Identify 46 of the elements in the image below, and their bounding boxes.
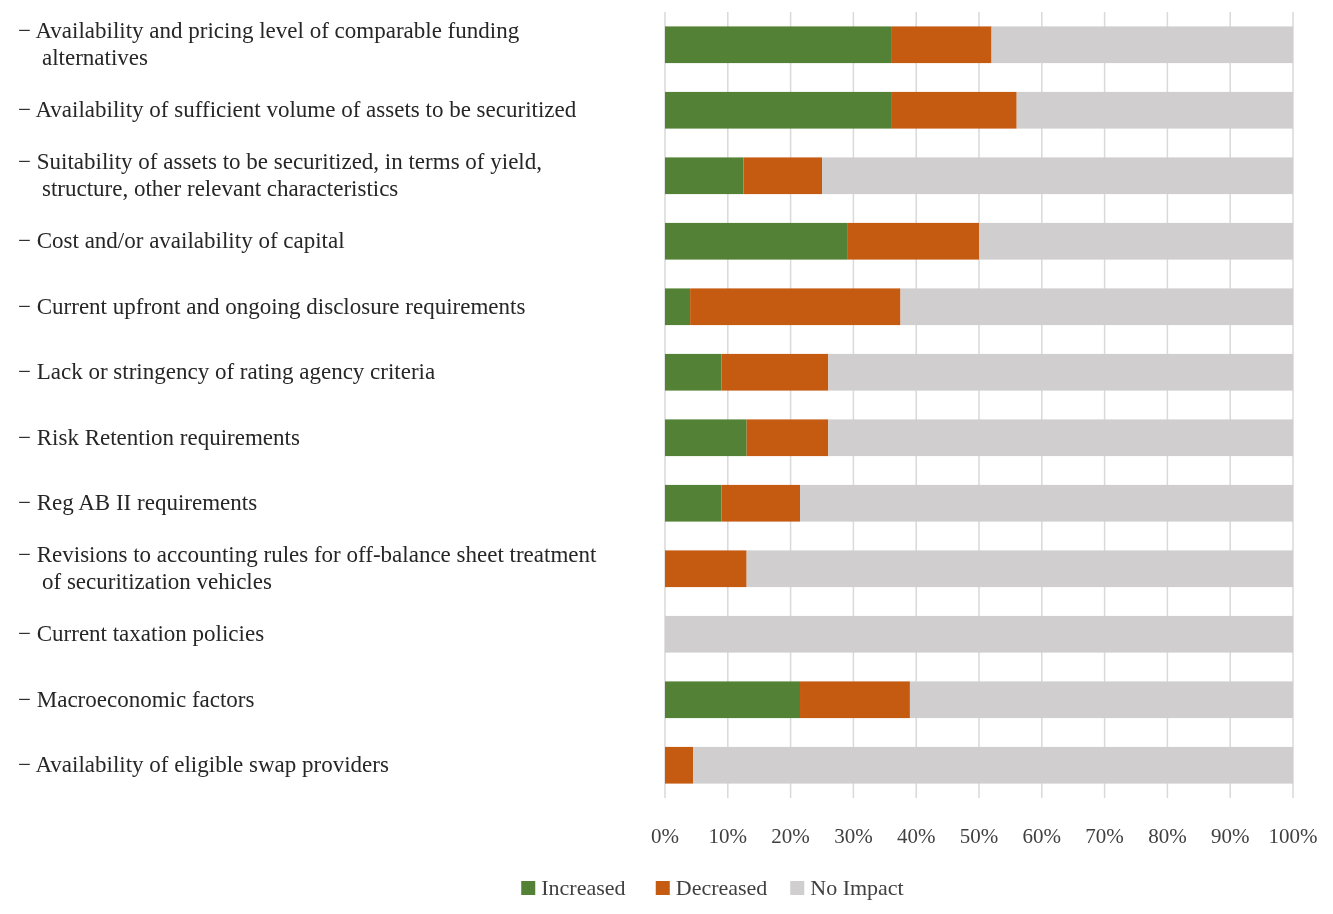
y-tick-label: − Current taxation policies — [18, 621, 265, 647]
bar — [891, 91, 1017, 129]
x-tick-label: 100% — [1268, 824, 1318, 848]
y-tick-label: − Cost and/or availability of capital — [18, 228, 345, 254]
bar — [665, 746, 694, 784]
y-tick-label: − Availability and pricing level of comparable funding alternatives — [18, 18, 520, 71]
bar — [847, 222, 979, 260]
bar — [665, 419, 747, 457]
y-tick-label: − Reg AB II requirements — [18, 490, 258, 516]
bar — [800, 681, 910, 719]
y-tick-label: − Availability of eligible swap providers — [18, 752, 389, 778]
x-tick-label: 60% — [1022, 824, 1062, 848]
bar — [743, 157, 822, 195]
y-tick-label: − Availability of sufficient volume of assets to be securitized — [18, 97, 577, 123]
bar — [665, 484, 722, 522]
x-tick-label: 20% — [771, 824, 810, 848]
bar — [690, 288, 901, 326]
x-tick-label: 0% — [651, 824, 679, 848]
legend-label: Increased — [541, 875, 626, 900]
x-tick-label: 90% — [1210, 824, 1250, 848]
y-tick-label: − Current upfront and ongoing disclosure requirements — [18, 293, 526, 319]
bar — [721, 353, 829, 391]
bar — [665, 353, 722, 391]
y-tick-label: − Revisions to accounting rules for off-balance sheet treatment of securitization vehicles — [18, 542, 598, 595]
bar — [665, 550, 747, 588]
bar — [746, 419, 829, 457]
legend-label: No Impact — [810, 875, 904, 900]
bar — [891, 26, 992, 64]
bar — [665, 222, 848, 260]
bar — [665, 91, 892, 129]
y-tick-label: − Macroeconomic factors — [18, 686, 255, 712]
legend-label: Decreased — [675, 875, 768, 900]
bar — [721, 484, 801, 522]
y-tick-label: − Suitability of assets to be securitized, in terms of yield, structure, other relevant characteristics — [18, 149, 542, 202]
bar — [665, 26, 892, 64]
x-tick-label: 70% — [1085, 824, 1124, 848]
x-tick-label: 40% — [896, 824, 936, 848]
x-tick-label: 10% — [708, 824, 748, 848]
bar — [665, 157, 744, 195]
x-tick-label: 50% — [959, 824, 999, 848]
bar — [665, 288, 691, 326]
y-tick-label: − Risk Retention requirements — [18, 424, 300, 450]
x-tick-label: 80% — [1148, 824, 1187, 848]
x-tick-label: 30% — [834, 824, 873, 848]
bar — [665, 681, 801, 719]
y-tick-label: − Lack or stringency of rating agency criteria — [18, 359, 436, 385]
